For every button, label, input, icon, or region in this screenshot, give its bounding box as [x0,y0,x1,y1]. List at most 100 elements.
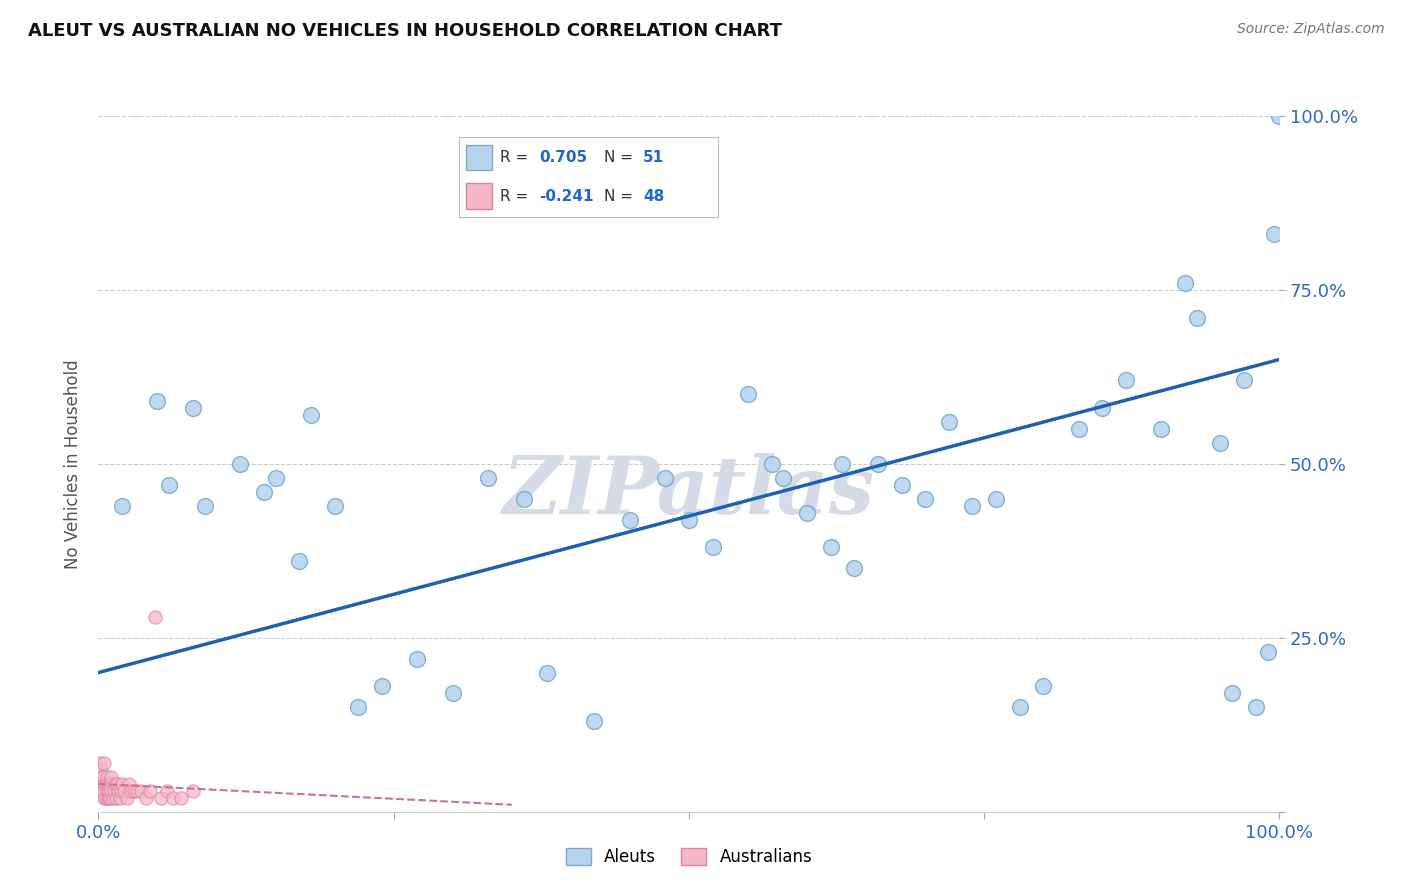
Point [91,784,114,798]
Text: 51: 51 [643,150,664,165]
Point [288,554,311,568]
Point [91,770,114,784]
Text: R =: R = [501,150,533,165]
Y-axis label: No Vehicles in Household: No Vehicles in Household [65,359,83,569]
Text: Source: ZipAtlas.com: Source: ZipAtlas.com [1237,22,1385,37]
Point [110,784,132,798]
Point [98,784,121,798]
Point [156,784,179,798]
Text: ZIPatlas: ZIPatlas [503,453,875,531]
Point [135,790,157,805]
Point [1150,422,1173,436]
Point [101,790,124,805]
Point [90,770,112,784]
Point [536,665,558,680]
Point [143,610,166,624]
Point [406,651,429,665]
Point [737,387,759,401]
Point [1032,680,1054,694]
Point [619,512,641,526]
Text: N =: N = [605,188,638,203]
Point [170,790,193,805]
Point [702,541,724,555]
Point [150,790,173,805]
Point [181,401,204,416]
Point [93,777,115,791]
Point [761,457,783,471]
Point [105,790,128,805]
Point [162,790,184,805]
Point [129,784,152,798]
Point [112,784,135,798]
Point [1209,436,1232,450]
Point [89,756,111,770]
Point [96,770,118,784]
Point [98,790,121,805]
Point [115,790,138,805]
Point [94,790,117,805]
Point [229,457,252,471]
Point [1263,227,1285,242]
Point [93,790,115,805]
Point [1268,109,1291,123]
Text: -0.241: -0.241 [538,188,593,203]
Point [100,784,122,798]
Point [253,484,276,499]
Point [103,784,125,798]
Point [194,499,217,513]
Point [97,777,120,791]
Point [866,457,889,471]
Point [127,784,149,798]
Point [1008,700,1031,714]
Legend: Aleuts, Australians: Aleuts, Australians [560,841,818,873]
Point [1233,373,1256,387]
Point [512,491,534,506]
Point [181,784,204,798]
Point [772,471,794,485]
Point [1174,276,1197,290]
Point [97,790,120,805]
Point [146,394,169,409]
Point [890,477,912,491]
Point [820,541,842,555]
Point [984,491,1007,506]
Point [157,477,180,491]
Point [1257,645,1279,659]
Point [914,491,936,506]
Point [98,777,121,791]
Point [94,777,117,791]
Point [477,471,499,485]
Point [111,777,134,791]
Point [371,680,394,694]
Point [122,784,145,798]
Point [1115,373,1137,387]
Point [299,408,322,422]
Point [831,457,853,471]
Text: R =: R = [501,188,533,203]
Point [107,784,129,798]
Point [441,686,464,700]
Text: 48: 48 [643,188,665,203]
Point [121,784,143,798]
Point [105,777,128,791]
Point [654,471,676,485]
Point [111,499,134,513]
Point [264,471,287,485]
Bar [467,183,492,209]
Point [323,499,346,513]
Point [104,777,127,791]
Point [796,506,818,520]
Point [98,790,121,805]
Point [1244,700,1267,714]
Point [91,770,114,784]
Text: ALEUT VS AUSTRALIAN NO VEHICLES IN HOUSEHOLD CORRELATION CHART: ALEUT VS AUSTRALIAN NO VEHICLES IN HOUSE… [28,22,782,40]
Point [89,763,111,777]
Text: 0.705: 0.705 [538,150,588,165]
Point [90,763,112,777]
Point [1091,401,1114,416]
Point [583,714,606,729]
Point [1220,686,1243,700]
Point [96,784,118,798]
Point [962,499,984,513]
Point [1185,310,1208,325]
